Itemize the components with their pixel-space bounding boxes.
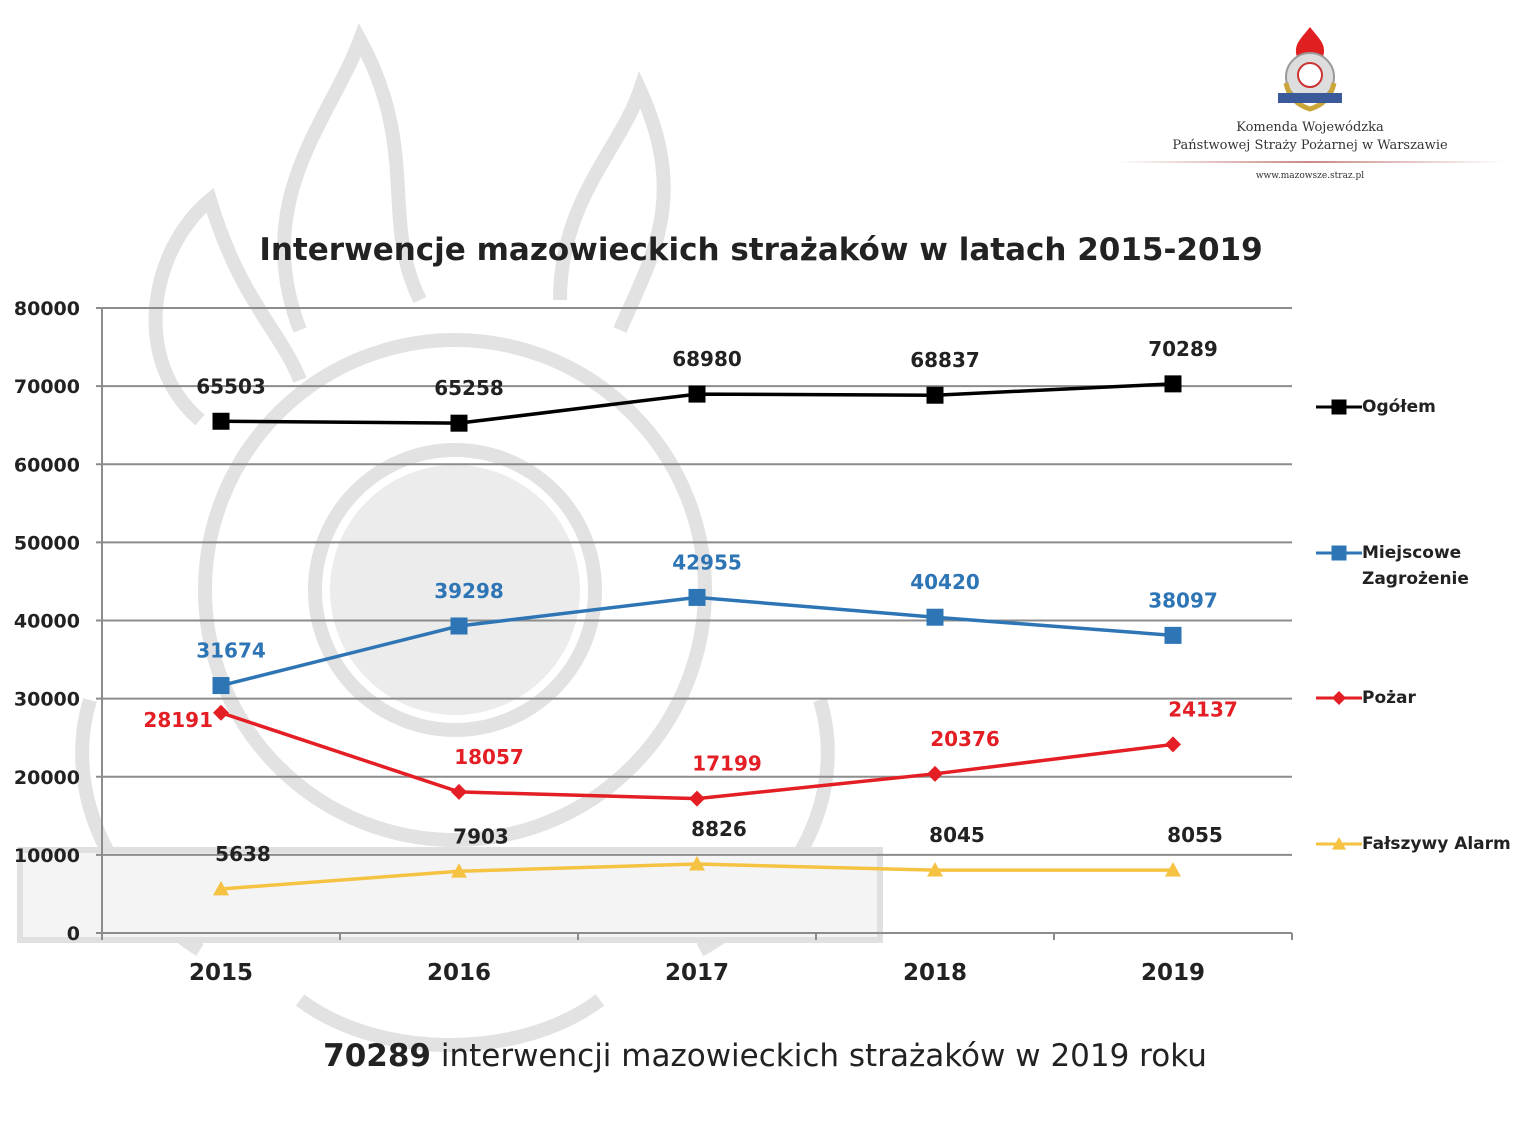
legend-swatch bbox=[1316, 691, 1362, 705]
legend-marker bbox=[1331, 545, 1347, 561]
data-point bbox=[689, 790, 705, 807]
legend-label: Pożar bbox=[1362, 688, 1416, 708]
data-label: 70289 bbox=[1148, 337, 1218, 361]
data-label: 31674 bbox=[196, 639, 266, 663]
data-point bbox=[688, 588, 706, 606]
data-point bbox=[1164, 375, 1182, 393]
legend-item: Miejscowe Zagrożenie bbox=[1316, 540, 1472, 592]
series-po-ar: 28191 18057 17199 20376 24137 bbox=[143, 697, 1238, 807]
org-name-line2: Państwowej Straży Pożarnej w Warszawie bbox=[1172, 138, 1448, 153]
y-tick-label: 60000 bbox=[14, 454, 80, 476]
legend-marker bbox=[1332, 837, 1346, 850]
data-point bbox=[1165, 862, 1181, 877]
header-divider bbox=[1115, 161, 1505, 163]
legend-swatch bbox=[1316, 545, 1362, 561]
legend-item: Pożar bbox=[1316, 685, 1416, 711]
data-label: 68837 bbox=[910, 348, 980, 372]
series-og-em: 65503 65258 68980 68837 70289 bbox=[196, 337, 1218, 432]
data-point bbox=[1164, 626, 1182, 644]
data-point bbox=[450, 414, 468, 432]
data-label: 8826 bbox=[691, 817, 747, 841]
data-point bbox=[1165, 736, 1181, 753]
y-tick-label: 80000 bbox=[14, 298, 80, 320]
data-label: 24137 bbox=[1168, 697, 1238, 721]
data-point bbox=[927, 862, 943, 877]
data-label: 42955 bbox=[672, 550, 742, 574]
data-point bbox=[450, 617, 468, 635]
data-point bbox=[926, 386, 944, 404]
watermark-banner bbox=[17, 847, 883, 943]
legend-item: Fałszywy Alarm bbox=[1316, 831, 1511, 857]
data-label: 38097 bbox=[1148, 588, 1218, 612]
legend-marker bbox=[1332, 691, 1346, 705]
org-url: www.mazowsze.straz.pl bbox=[1255, 171, 1365, 181]
legend-label: Miejscowe Zagrożenie bbox=[1362, 543, 1469, 589]
data-label: 8055 bbox=[1167, 823, 1223, 847]
y-tick-label: 0 bbox=[67, 923, 80, 945]
data-point bbox=[213, 704, 229, 721]
footer-text: interwencji mazowieckich strażaków w 201… bbox=[430, 1038, 1207, 1074]
y-tick-label: 30000 bbox=[14, 689, 80, 711]
data-point bbox=[451, 783, 467, 800]
legend-label: Ogółem bbox=[1362, 397, 1436, 417]
legend-marker bbox=[1331, 399, 1347, 415]
data-point bbox=[451, 863, 467, 878]
data-label: 8045 bbox=[929, 823, 985, 847]
footer-caption: 70289 interwencji mazowieckich strażaków… bbox=[0, 1038, 1530, 1074]
data-label: 68980 bbox=[672, 347, 742, 371]
y-tick-label: 50000 bbox=[14, 532, 80, 554]
data-point bbox=[212, 412, 230, 430]
data-label: 5638 bbox=[215, 842, 271, 866]
data-label: 40420 bbox=[910, 570, 980, 594]
legend-swatch bbox=[1316, 399, 1362, 415]
data-point bbox=[689, 856, 705, 871]
x-tick-label: 2017 bbox=[665, 960, 729, 986]
legend-item: Ogółem bbox=[1316, 394, 1436, 420]
data-label: 28191 bbox=[143, 708, 213, 732]
y-tick-label: 20000 bbox=[14, 767, 80, 789]
data-point bbox=[213, 880, 229, 896]
data-label: 18057 bbox=[454, 745, 524, 769]
series-fa-szywy-alarm: 5638 7903 8826 8045 8055 bbox=[213, 817, 1223, 896]
data-label: 65258 bbox=[434, 376, 504, 400]
chart-title: Interwencje mazowieckich strażaków w lat… bbox=[259, 232, 1263, 268]
data-label: 65503 bbox=[196, 374, 266, 398]
data-label: 17199 bbox=[692, 752, 762, 776]
x-tick-label: 2015 bbox=[189, 960, 253, 986]
legend-label: Fałszywy Alarm bbox=[1362, 834, 1511, 854]
y-tick-label: 10000 bbox=[14, 845, 80, 867]
data-label: 7903 bbox=[453, 824, 509, 848]
x-tick-label: 2016 bbox=[427, 960, 491, 986]
series-miejscowe-zagro-enie: 31674 39298 42955 40420 38097 bbox=[196, 550, 1218, 695]
data-point bbox=[927, 765, 943, 782]
fire-service-emblem-icon bbox=[1278, 27, 1342, 112]
series-line bbox=[220, 595, 1174, 688]
data-label: 39298 bbox=[434, 579, 504, 603]
data-label: 20376 bbox=[930, 727, 1000, 751]
data-point bbox=[212, 677, 230, 695]
footer-number: 70289 bbox=[323, 1038, 431, 1074]
x-tick-label: 2018 bbox=[903, 960, 967, 986]
y-tick-label: 40000 bbox=[14, 611, 80, 633]
y-tick-label: 70000 bbox=[14, 376, 80, 398]
legend-swatch bbox=[1316, 837, 1362, 850]
data-point bbox=[926, 608, 944, 626]
x-tick-label: 2019 bbox=[1141, 960, 1205, 986]
org-name-line1: Komenda Wojewódzka bbox=[1236, 120, 1384, 135]
header-logo-block: Komenda Wojewódzka Państwowej Straży Poż… bbox=[1100, 25, 1520, 181]
data-point bbox=[688, 385, 706, 403]
